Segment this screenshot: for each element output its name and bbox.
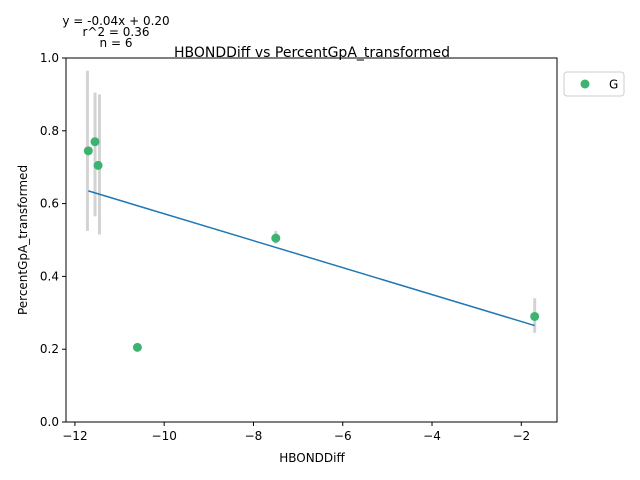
legend-label-g: G (609, 78, 618, 92)
chart-title: HBONDDiff vs PercentGpA_transformed (174, 45, 450, 61)
n-annotation: n = 6 (100, 36, 133, 50)
x-tick-label: −10 (152, 429, 177, 443)
r-squared-annotation: r^2 = 0.36 (82, 25, 149, 39)
x-tick-label: −6 (334, 429, 352, 443)
data-point-2 (93, 160, 103, 170)
data-point-3 (132, 342, 142, 352)
regression-line (88, 190, 535, 327)
y-tick-label: 0.2 (40, 342, 59, 356)
x-tick-label: −12 (62, 429, 87, 443)
y-tick-label: 0.0 (40, 415, 59, 429)
y-tick-label: 0.6 (40, 197, 59, 211)
y-tick-label: 1.0 (40, 51, 59, 65)
data-point-1 (90, 137, 100, 147)
error-bars (85, 70, 537, 333)
data-point-0 (83, 146, 93, 156)
fit-line-group (88, 190, 535, 327)
legend: G (563, 71, 625, 97)
x-tick-label: −8 (245, 429, 263, 443)
y-tick-label: 0.8 (40, 124, 59, 138)
x-axis-ticks: −12 −10 −8 −6 −4 −2 (62, 422, 530, 443)
y-tick-label: 0.4 (40, 269, 59, 283)
legend-box (563, 71, 625, 97)
legend-marker-g (580, 79, 590, 89)
x-tick-label: −4 (423, 429, 441, 443)
x-axis-label: HBONDDiff (279, 451, 345, 465)
data-point-5 (530, 311, 540, 321)
plot-frame (65, 57, 558, 423)
data-points (83, 137, 540, 352)
equation-annotation: y = -0.04x + 0.20 (62, 14, 169, 28)
data-point-4 (271, 233, 281, 243)
x-tick-label: −2 (512, 429, 530, 443)
y-axis-ticks: 0.0 0.2 0.4 0.6 0.8 1.0 (40, 51, 66, 429)
y-axis-label: PercentGpA_transformed (16, 165, 30, 315)
